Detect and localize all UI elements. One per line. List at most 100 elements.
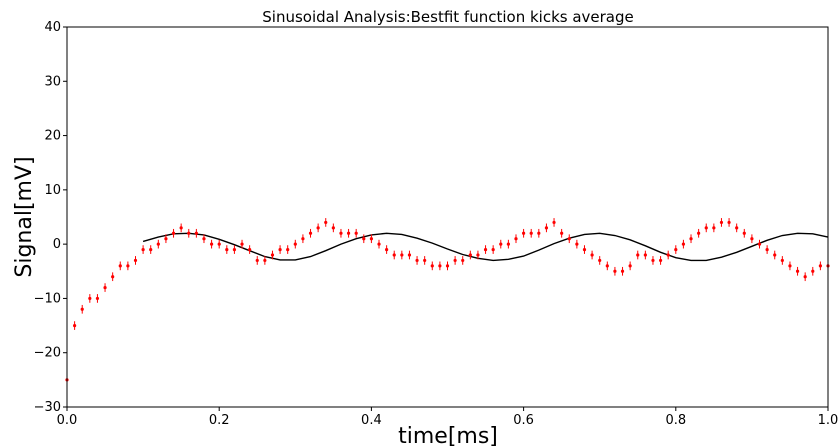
data-point [438, 261, 442, 271]
point-marker [780, 258, 784, 263]
data-point [712, 223, 716, 233]
data-point [636, 250, 640, 260]
data-point [141, 245, 145, 254]
point-marker [742, 231, 746, 235]
fit-line [142, 232, 829, 262]
data-point [103, 283, 107, 292]
point-marker [377, 242, 381, 246]
data-point [149, 245, 153, 254]
data-point [202, 234, 206, 244]
point-marker [445, 264, 450, 268]
point-marker [537, 231, 541, 235]
x-tick-label: 0.6 [513, 413, 534, 428]
point-marker [423, 258, 427, 263]
point-marker [202, 237, 206, 241]
point-marker [567, 237, 571, 241]
point-marker [80, 307, 84, 311]
point-marker [240, 242, 244, 246]
data-point [293, 239, 297, 249]
point-marker [354, 231, 358, 235]
point-marker [750, 237, 754, 241]
data-point [301, 234, 305, 244]
data-point [735, 223, 739, 233]
point-marker [514, 237, 518, 241]
data-point [765, 245, 769, 254]
y-tick-label: 30 [44, 74, 61, 89]
data-point [111, 272, 115, 282]
point-marker [301, 237, 305, 241]
point-marker [605, 264, 609, 268]
point-marker [483, 247, 488, 252]
data-point [415, 256, 419, 265]
data-point [506, 239, 510, 249]
point-marker [788, 264, 792, 268]
data-point [605, 261, 609, 271]
point-marker [613, 269, 617, 273]
data-point [453, 256, 457, 265]
chart-title: Sinusoidal Analysis:Bestfit function kic… [262, 8, 634, 26]
point-marker [346, 231, 351, 235]
point-marker [248, 247, 252, 252]
point-marker [468, 253, 472, 257]
data-point [522, 228, 526, 238]
data-point [331, 223, 335, 233]
data-point [780, 256, 784, 265]
data-point [803, 272, 807, 282]
data-point [704, 223, 708, 233]
data-point [316, 223, 320, 233]
point-marker [415, 258, 419, 263]
data-point [377, 239, 381, 249]
fit-series [142, 232, 829, 262]
data-point [613, 266, 617, 276]
point-marker [453, 258, 457, 263]
point-marker [620, 269, 625, 273]
point-marker [658, 258, 663, 263]
point-marker [803, 275, 807, 279]
data-point [773, 250, 777, 260]
data-point [529, 228, 533, 238]
data-point [514, 234, 518, 244]
point-marker [712, 226, 716, 230]
data-point [651, 256, 655, 265]
point-marker [278, 247, 282, 252]
point-marker [217, 242, 221, 246]
data-point [658, 256, 663, 265]
point-marker [438, 264, 442, 268]
point-marker [156, 242, 160, 246]
point-marker [293, 242, 297, 246]
data-point [385, 245, 389, 254]
point-marker [697, 231, 701, 235]
point-marker [362, 237, 366, 241]
point-marker [544, 226, 549, 230]
point-marker [187, 231, 191, 235]
data-point [232, 245, 237, 254]
data-point [126, 261, 130, 271]
point-marker [407, 253, 412, 257]
data-series [65, 218, 830, 385]
point-marker [111, 275, 115, 279]
data-point [750, 234, 754, 244]
data-point [164, 234, 168, 244]
point-marker [735, 226, 739, 230]
point-marker [666, 253, 670, 257]
point-marker [704, 226, 708, 230]
data-point [788, 261, 792, 271]
data-point [567, 234, 571, 244]
data-point [248, 245, 252, 254]
data-point [491, 245, 495, 254]
x-tick-label: 0.4 [361, 413, 382, 428]
point-marker [331, 226, 335, 230]
point-marker [95, 296, 100, 301]
data-point [643, 250, 647, 260]
data-point [628, 261, 632, 271]
point-marker [499, 242, 503, 246]
point-marker [643, 253, 647, 257]
x-axis-ticks: 0.0 0.2 0.4 0.6 0.8 1.0 [57, 407, 839, 428]
data-point [278, 245, 282, 254]
x-tick-label: 1.0 [818, 413, 839, 428]
data-point [697, 228, 701, 238]
data-point [179, 223, 183, 233]
data-point [407, 250, 412, 260]
data-point [118, 261, 122, 271]
data-point [757, 239, 762, 249]
